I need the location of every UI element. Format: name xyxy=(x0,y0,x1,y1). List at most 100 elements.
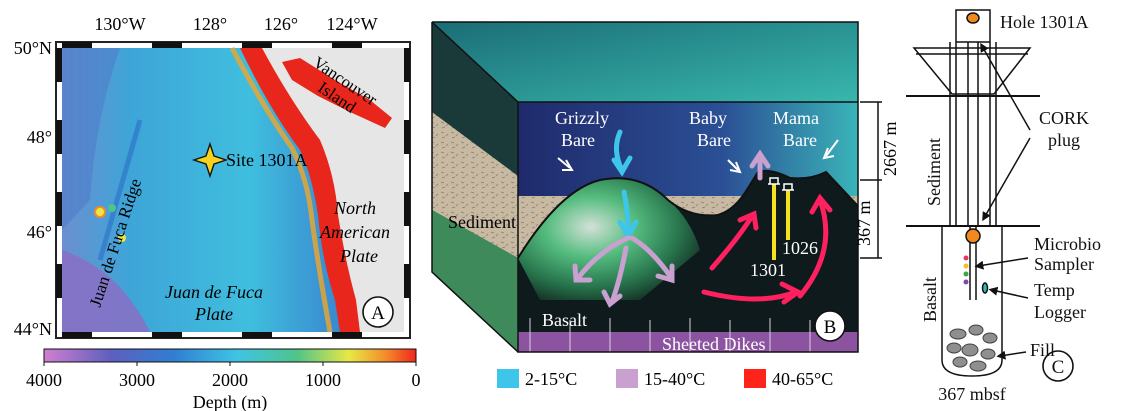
hole-title: Hole 1301A xyxy=(1000,12,1089,32)
grizzly-bare-label: Grizzly Bare xyxy=(555,108,609,150)
legend-label-hot: 40-65°C xyxy=(772,369,833,389)
panel-c-labels: Hole 1301A CORK plug Sediment Basalt Mic… xyxy=(920,12,1101,404)
lon-tick-4: 124°W xyxy=(326,14,377,34)
microbio-label-line1: Microbio xyxy=(1034,234,1101,254)
panel-b-badge xyxy=(814,310,846,342)
legend-label-cold: 2-15°C xyxy=(525,369,577,389)
map-border-ticks xyxy=(56,42,410,338)
vancouver-island-shape xyxy=(282,58,392,128)
svg-text:Juan de Fuca: Juan de Fuca xyxy=(165,282,263,302)
lon-tick-3: 126° xyxy=(264,14,298,34)
fill-gravel xyxy=(946,324,998,372)
svg-text:Grizzly: Grizzly xyxy=(555,108,609,128)
site-star-icon xyxy=(191,141,229,179)
panel-c-badge-label: C xyxy=(1052,357,1065,378)
north-american-plate-label: North American Plate xyxy=(319,198,390,266)
svg-text:North: North xyxy=(333,198,376,218)
packer-icon xyxy=(965,228,981,244)
panel-b-badge-label: B xyxy=(824,317,837,338)
lat-tick-4: 44°N xyxy=(14,319,52,339)
microbio-label-line2: Sampler xyxy=(1034,254,1094,274)
depth-2667-label: 2667 m xyxy=(880,121,900,176)
colorbar-tick-0: 0 xyxy=(412,370,421,390)
lat-tick-2: 48° xyxy=(27,127,52,147)
svg-text:Plate: Plate xyxy=(194,304,233,324)
sediment-label: Sediment xyxy=(448,212,516,232)
lon-tick-2: 128° xyxy=(193,14,227,34)
dike-lines xyxy=(529,318,811,352)
microbio-pointer xyxy=(974,257,1029,270)
legend-swatch-hot xyxy=(744,369,766,388)
colorbar-tick-1000: 1000 xyxy=(305,370,341,390)
well-1301-label: 1301 xyxy=(750,260,786,280)
lon-tick-1: 130°W xyxy=(94,14,145,34)
sediment-vertical-label: Sediment xyxy=(924,138,944,206)
hot-flow-arrows xyxy=(701,193,833,305)
seamount-2 xyxy=(108,204,116,212)
sheeted-dikes-strip xyxy=(518,332,858,352)
fill-label: Fill xyxy=(1030,340,1055,360)
temp-label-line1: Temp xyxy=(1034,280,1075,300)
temp-pointer xyxy=(988,286,1029,299)
panel-a-badge-label: A xyxy=(371,303,385,324)
basalt-mound xyxy=(518,178,700,300)
map-abyssal-plain xyxy=(62,250,150,332)
block-outline xyxy=(517,101,859,353)
legend-swatch-cold xyxy=(497,369,519,388)
svg-text:American: American xyxy=(319,222,390,242)
depth-scale xyxy=(860,101,882,259)
block-top-face xyxy=(432,22,858,102)
map-ridge-line xyxy=(97,119,143,261)
seamount-1 xyxy=(94,206,106,218)
svg-text:Bare: Bare xyxy=(783,130,817,150)
map-shelf xyxy=(240,48,360,332)
well-1301 xyxy=(772,184,776,260)
wellhead-valve-icon xyxy=(966,12,980,24)
microbio-sampler-icon xyxy=(963,255,969,285)
seamount-3 xyxy=(118,234,126,242)
legend-label-warm: 15-40°C xyxy=(644,369,705,389)
lat-tick-3: 46° xyxy=(27,222,52,242)
panel-c-badge xyxy=(1042,350,1074,382)
colorbar-tick-2000: 2000 xyxy=(212,370,248,390)
svg-text:Mama: Mama xyxy=(773,108,819,128)
depth-colorbar xyxy=(43,348,417,363)
well-1026 xyxy=(786,190,790,240)
cork-pointer-1 xyxy=(980,42,1031,131)
panel-b-block: Grizzly Bare Baby Bare Mama Bare Sedimen… xyxy=(431,21,900,389)
open-hole xyxy=(941,226,1003,377)
colorbar-tick-4000: 4000 xyxy=(26,370,62,390)
cork-label-line1: CORK xyxy=(1039,108,1089,128)
depth-mbsf-label: 367 mbsf xyxy=(938,384,1006,404)
map-deep-west xyxy=(62,48,120,230)
map-shelf-edge xyxy=(229,46,333,333)
panel-c-borehole xyxy=(906,9,1074,382)
side-sediment xyxy=(432,112,518,258)
colorbar-tick-3000: 3000 xyxy=(119,370,155,390)
lat-tick-1: 50°N xyxy=(14,38,52,58)
cork-label-line2: plug xyxy=(1048,130,1080,150)
temp-label-line2: Logger xyxy=(1034,302,1086,322)
basement-outline xyxy=(517,169,859,259)
legend-swatch-warm xyxy=(616,369,638,388)
side-basalt xyxy=(432,210,518,352)
colorbar-title: Depth (m) xyxy=(193,392,267,411)
basalt-label: Basalt xyxy=(542,310,587,330)
colorbar-ticks xyxy=(43,362,417,366)
block-outline-side xyxy=(431,21,859,353)
svg-text:Plate: Plate xyxy=(339,246,378,266)
fill-pointer xyxy=(996,350,1027,360)
temperature-legend: 2-15°C 15-40°C 40-65°C xyxy=(497,369,833,389)
svg-text:Bare: Bare xyxy=(561,130,595,150)
svg-text:Baby: Baby xyxy=(689,108,727,128)
mama-bare-label: Mama Bare xyxy=(773,108,819,150)
panel-a-badge xyxy=(362,296,394,328)
well-caps xyxy=(768,177,794,191)
svg-text:Bare: Bare xyxy=(697,130,731,150)
depth-367-label: 367 m xyxy=(854,200,874,246)
bare-pointer-arrows xyxy=(557,139,839,174)
well-1026-label: 1026 xyxy=(782,238,818,258)
temp-logger-icon xyxy=(981,282,989,294)
warm-flow-arrows xyxy=(572,149,771,308)
